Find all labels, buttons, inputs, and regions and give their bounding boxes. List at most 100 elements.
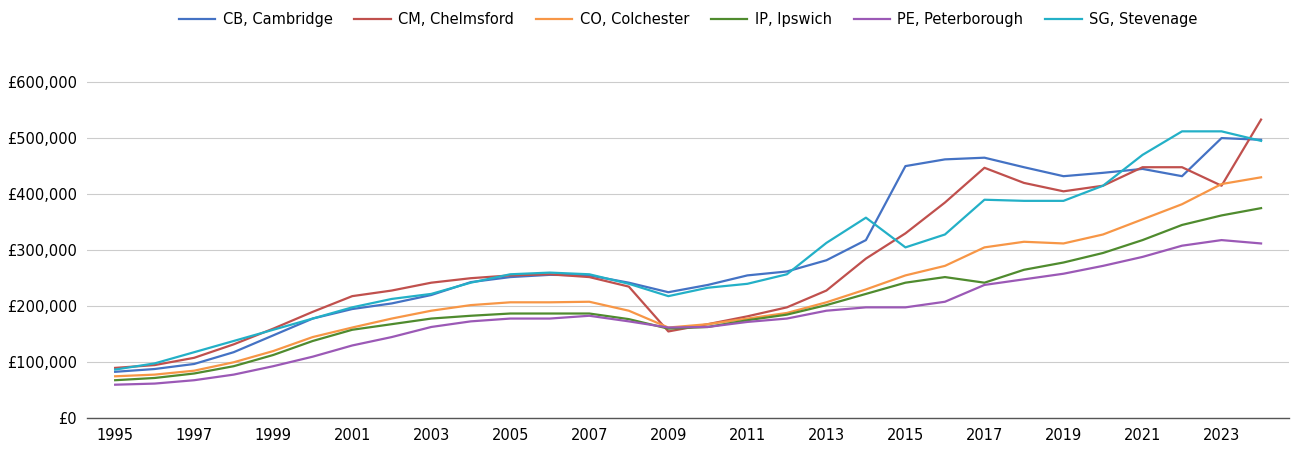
CB, Cambridge <box>818 257 834 263</box>
CM, Chelmsford <box>699 321 715 327</box>
CO, Colchester <box>699 321 715 327</box>
CB, Cambridge <box>621 280 637 285</box>
CM, Chelmsford <box>345 293 360 299</box>
IP, Ipswich <box>582 311 598 316</box>
IP, Ipswich <box>542 311 557 316</box>
PE, Peterborough <box>1017 277 1032 282</box>
CB, Cambridge <box>1214 135 1229 141</box>
SG, Stevenage <box>699 285 715 290</box>
SG, Stevenage <box>384 296 399 302</box>
IP, Ipswich <box>107 378 123 383</box>
PE, Peterborough <box>976 282 992 288</box>
PE, Peterborough <box>898 305 913 310</box>
SG, Stevenage <box>1056 198 1071 203</box>
Line: CM, Chelmsford: CM, Chelmsford <box>115 120 1261 368</box>
CM, Chelmsford <box>1214 183 1229 189</box>
PE, Peterborough <box>1174 243 1190 248</box>
CO, Colchester <box>345 325 360 330</box>
CM, Chelmsford <box>1017 180 1032 185</box>
CB, Cambridge <box>542 272 557 278</box>
CO, Colchester <box>1253 175 1268 180</box>
CM, Chelmsford <box>1056 189 1071 194</box>
IP, Ipswich <box>226 364 241 369</box>
CO, Colchester <box>305 334 321 340</box>
CO, Colchester <box>1017 239 1032 244</box>
CM, Chelmsford <box>621 284 637 289</box>
CB, Cambridge <box>1095 170 1111 176</box>
CB, Cambridge <box>1253 137 1268 143</box>
IP, Ipswich <box>1017 267 1032 273</box>
PE, Peterborough <box>265 364 281 369</box>
PE, Peterborough <box>384 334 399 340</box>
PE, Peterborough <box>1134 254 1150 260</box>
CO, Colchester <box>147 372 163 377</box>
SG, Stevenage <box>1174 129 1190 134</box>
CM, Chelmsford <box>384 288 399 293</box>
SG, Stevenage <box>107 367 123 372</box>
CB, Cambridge <box>859 238 874 243</box>
CO, Colchester <box>187 368 202 373</box>
IP, Ipswich <box>1095 250 1111 256</box>
CB, Cambridge <box>1056 174 1071 179</box>
CB, Cambridge <box>265 333 281 338</box>
IP, Ipswich <box>187 371 202 376</box>
CM, Chelmsford <box>187 355 202 360</box>
CO, Colchester <box>1214 181 1229 187</box>
SG, Stevenage <box>740 281 756 287</box>
CO, Colchester <box>463 302 479 308</box>
CO, Colchester <box>542 300 557 305</box>
PE, Peterborough <box>937 299 953 305</box>
SG, Stevenage <box>1253 138 1268 144</box>
Line: IP, Ipswich: IP, Ipswich <box>115 208 1261 380</box>
PE, Peterborough <box>660 325 676 330</box>
SG, Stevenage <box>265 327 281 333</box>
PE, Peterborough <box>818 308 834 313</box>
PE, Peterborough <box>621 319 637 324</box>
CM, Chelmsford <box>660 329 676 334</box>
CM, Chelmsford <box>542 272 557 277</box>
IP, Ipswich <box>1134 238 1150 243</box>
CO, Colchester <box>1095 232 1111 237</box>
CM, Chelmsford <box>582 274 598 280</box>
CM, Chelmsford <box>1134 165 1150 170</box>
CO, Colchester <box>779 310 795 315</box>
CO, Colchester <box>107 374 123 379</box>
CB, Cambridge <box>187 361 202 367</box>
PE, Peterborough <box>1095 263 1111 269</box>
CB, Cambridge <box>107 369 123 374</box>
CO, Colchester <box>1056 241 1071 246</box>
PE, Peterborough <box>1253 241 1268 246</box>
PE, Peterborough <box>305 354 321 360</box>
PE, Peterborough <box>345 343 360 348</box>
CO, Colchester <box>660 325 676 330</box>
SG, Stevenage <box>1017 198 1032 203</box>
CO, Colchester <box>818 300 834 305</box>
CB, Cambridge <box>582 273 598 278</box>
CB, Cambridge <box>502 274 518 280</box>
CM, Chelmsford <box>779 305 795 310</box>
SG, Stevenage <box>1095 183 1111 189</box>
IP, Ipswich <box>1174 222 1190 228</box>
CB, Cambridge <box>384 301 399 306</box>
IP, Ipswich <box>740 318 756 323</box>
SG, Stevenage <box>423 291 438 297</box>
IP, Ipswich <box>1253 206 1268 211</box>
CB, Cambridge <box>345 306 360 312</box>
CO, Colchester <box>502 300 518 305</box>
CM, Chelmsford <box>818 288 834 293</box>
SG, Stevenage <box>345 305 360 310</box>
CO, Colchester <box>859 287 874 292</box>
IP, Ipswich <box>345 327 360 333</box>
CM, Chelmsford <box>226 342 241 347</box>
Line: CO, Colchester: CO, Colchester <box>115 177 1261 376</box>
CM, Chelmsford <box>265 326 281 331</box>
CM, Chelmsford <box>1174 165 1190 170</box>
CO, Colchester <box>898 273 913 278</box>
CM, Chelmsford <box>859 256 874 261</box>
SG, Stevenage <box>463 280 479 285</box>
CM, Chelmsford <box>898 231 913 236</box>
CO, Colchester <box>1174 202 1190 207</box>
IP, Ipswich <box>1056 260 1071 265</box>
CM, Chelmsford <box>423 280 438 285</box>
CM, Chelmsford <box>107 365 123 371</box>
